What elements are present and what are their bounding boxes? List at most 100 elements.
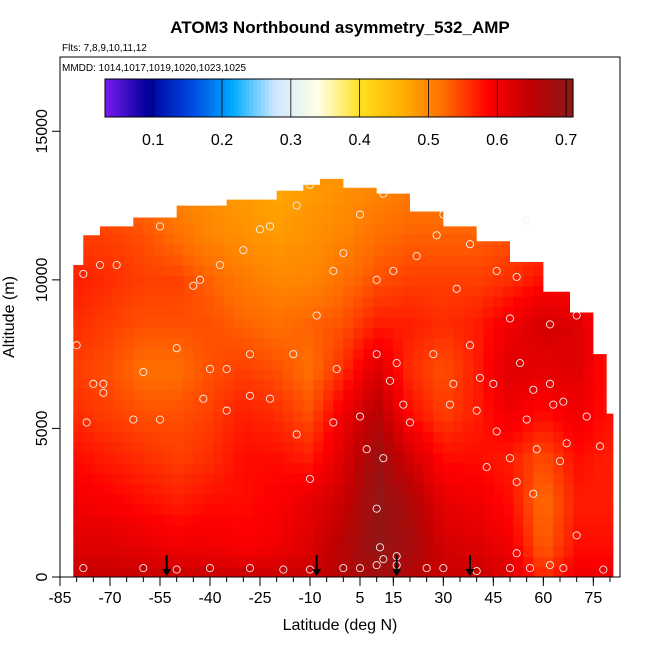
heatmap-cell [563, 410, 574, 422]
colorbar-swatch [444, 79, 449, 117]
heatmap-cell [273, 254, 284, 266]
heatmap-cell [323, 400, 334, 412]
sample-point [572, 311, 581, 320]
sample-point [362, 445, 371, 454]
heatmap-cell [243, 202, 254, 214]
heatmap-cell [523, 441, 534, 453]
heatmap-cell [93, 348, 104, 360]
heatmap-cell [123, 358, 134, 370]
heatmap-cell [83, 525, 94, 536]
heatmap-cell [573, 233, 584, 245]
heatmap-cell [293, 181, 304, 193]
heatmap-cell [323, 223, 334, 235]
heatmap-cell [313, 181, 324, 193]
heatmap-cell [343, 379, 354, 391]
heatmap-cell [83, 556, 94, 568]
heatmap-cell [423, 202, 434, 214]
heatmap-cell [523, 337, 534, 349]
heatmap-cell [233, 296, 244, 308]
sample-point [355, 564, 365, 573]
heatmap-cell [73, 213, 84, 224]
heatmap-cell [173, 369, 184, 380]
heatmap-cell [533, 213, 544, 224]
heatmap-cell [173, 358, 184, 370]
heatmap-cell [233, 400, 244, 412]
heatmap-cell [323, 483, 334, 495]
heatmap-cell [313, 400, 324, 412]
heatmap-cell [343, 306, 354, 318]
heatmap-cell [293, 493, 304, 505]
heatmap-cell [473, 379, 484, 391]
heatmap-cell [163, 369, 174, 380]
heatmap-cell [373, 275, 384, 287]
heatmap-cell [103, 202, 114, 214]
heatmap-cell [433, 233, 444, 245]
heatmap-cell [533, 514, 544, 526]
heatmap-cell [473, 337, 484, 349]
heatmap-cell [453, 389, 464, 401]
heatmap-cell [243, 504, 254, 516]
heatmap-cell [403, 265, 414, 276]
heatmap-cell [163, 306, 174, 318]
heatmap-cell [503, 192, 514, 204]
heatmap-cell [543, 348, 554, 360]
heatmap-cell [403, 223, 414, 235]
heatmap-cell [493, 202, 504, 214]
heatmap-cell [83, 192, 94, 204]
heatmap-cell [93, 545, 104, 557]
heatmap-cell [123, 473, 134, 484]
sample-point [372, 350, 381, 359]
heatmap-cell [73, 462, 74, 474]
heatmap-cell [363, 213, 374, 224]
heatmap-cell [213, 389, 224, 401]
heatmap-cell [203, 545, 214, 557]
heatmap-cell [293, 452, 304, 464]
heatmap-cell [493, 181, 504, 193]
heatmap-cell [553, 213, 564, 224]
heatmap-cell [493, 452, 504, 464]
heatmap-cell [263, 452, 274, 464]
heatmap-cell [343, 504, 354, 516]
heatmap-cell [133, 514, 144, 526]
heatmap-cell [483, 369, 494, 380]
heatmap-cell [463, 202, 474, 214]
heatmap-cell [413, 181, 424, 193]
heatmap-cell [93, 493, 104, 505]
heatmap-cell [563, 483, 574, 495]
heatmap-cell [563, 493, 574, 505]
heatmap-cell [503, 389, 514, 401]
heatmap-cell [83, 348, 94, 360]
heatmap-cell [73, 348, 74, 360]
heatmap-cell [243, 358, 254, 370]
heatmap-cell [473, 317, 484, 328]
heatmap-cell [353, 306, 364, 318]
heatmap-cell [593, 566, 604, 578]
heatmap-cell [473, 389, 484, 401]
heatmap-cell [183, 379, 194, 391]
heatmap-cell [363, 421, 374, 432]
heatmap-cell [423, 545, 434, 557]
heatmap-cell [613, 265, 614, 276]
heatmap-cell [413, 431, 424, 443]
heatmap-cell [533, 265, 544, 276]
heatmap-cell [443, 431, 454, 443]
heatmap-cell [403, 244, 414, 256]
colorbar-swatch [175, 79, 180, 117]
colorbar-swatch [436, 79, 441, 117]
heatmap-cell [413, 213, 424, 224]
heatmap-cell [443, 192, 454, 204]
colorbar-swatch [342, 79, 348, 117]
heatmap-cell [463, 369, 474, 380]
heatmap-cell [73, 223, 74, 235]
heatmap-cell [363, 285, 374, 297]
heatmap-cell [393, 504, 404, 516]
heatmap-cell [433, 535, 444, 547]
heatmap-cell [283, 566, 294, 578]
heatmap-cell [133, 462, 144, 474]
heatmap-cell [473, 545, 484, 557]
sample-point [492, 427, 501, 436]
heatmap-cell [423, 493, 434, 505]
heatmap-cell [273, 525, 284, 536]
heatmap-cell [463, 254, 474, 266]
heatmap-cell [443, 556, 454, 568]
